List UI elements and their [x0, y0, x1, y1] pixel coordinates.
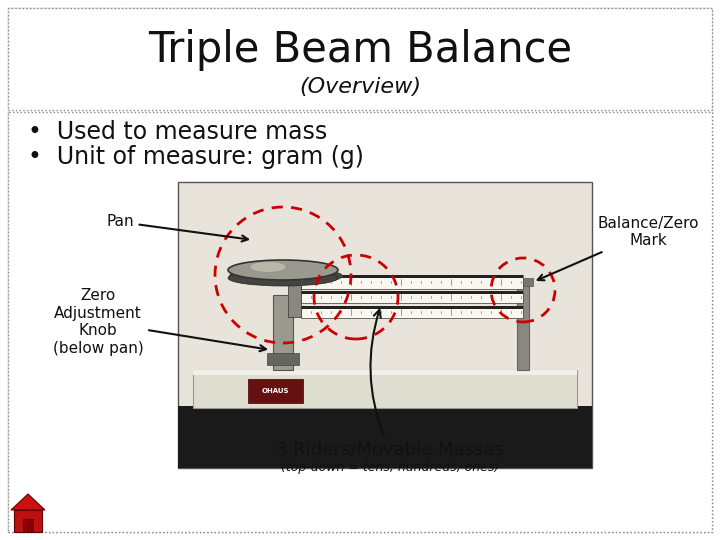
Text: Triple Beam Balance: Triple Beam Balance — [148, 29, 572, 71]
Text: Balance/Zero
Mark: Balance/Zero Mark — [538, 216, 698, 280]
Bar — [273, 295, 293, 370]
Bar — [8, 8, 712, 110]
Bar — [301, 291, 523, 303]
Bar — [267, 353, 299, 365]
Bar — [23, 519, 33, 532]
Text: •  Unit of measure: gram (g): • Unit of measure: gram (g) — [28, 145, 364, 169]
Text: •  Used to measure mass: • Used to measure mass — [28, 120, 328, 144]
Bar — [517, 280, 529, 370]
Ellipse shape — [251, 262, 286, 272]
Bar — [8, 112, 712, 532]
Bar — [248, 379, 303, 403]
Bar — [301, 306, 523, 318]
Bar — [193, 370, 577, 375]
Text: OHAUS: OHAUS — [261, 388, 289, 394]
Ellipse shape — [228, 260, 338, 280]
Text: (Overview): (Overview) — [299, 77, 421, 97]
Bar — [513, 278, 533, 286]
Polygon shape — [11, 494, 45, 510]
Text: (top-down = tens, hundreds, ones): (top-down = tens, hundreds, ones) — [281, 461, 499, 474]
Bar — [193, 370, 577, 408]
Bar — [301, 275, 523, 278]
Bar — [301, 306, 523, 309]
Bar — [178, 406, 592, 468]
Ellipse shape — [228, 270, 338, 286]
Bar — [301, 291, 523, 294]
Text: Pan: Pan — [106, 214, 248, 241]
Text: 3 Riders/Movable Masses: 3 Riders/Movable Masses — [276, 310, 504, 459]
Ellipse shape — [229, 267, 343, 285]
Bar — [288, 277, 301, 317]
Bar — [301, 275, 523, 289]
Text: Zero
Adjustment
Knob
(below pan): Zero Adjustment Knob (below pan) — [53, 288, 266, 356]
Bar — [14, 510, 42, 532]
Bar — [178, 182, 592, 468]
